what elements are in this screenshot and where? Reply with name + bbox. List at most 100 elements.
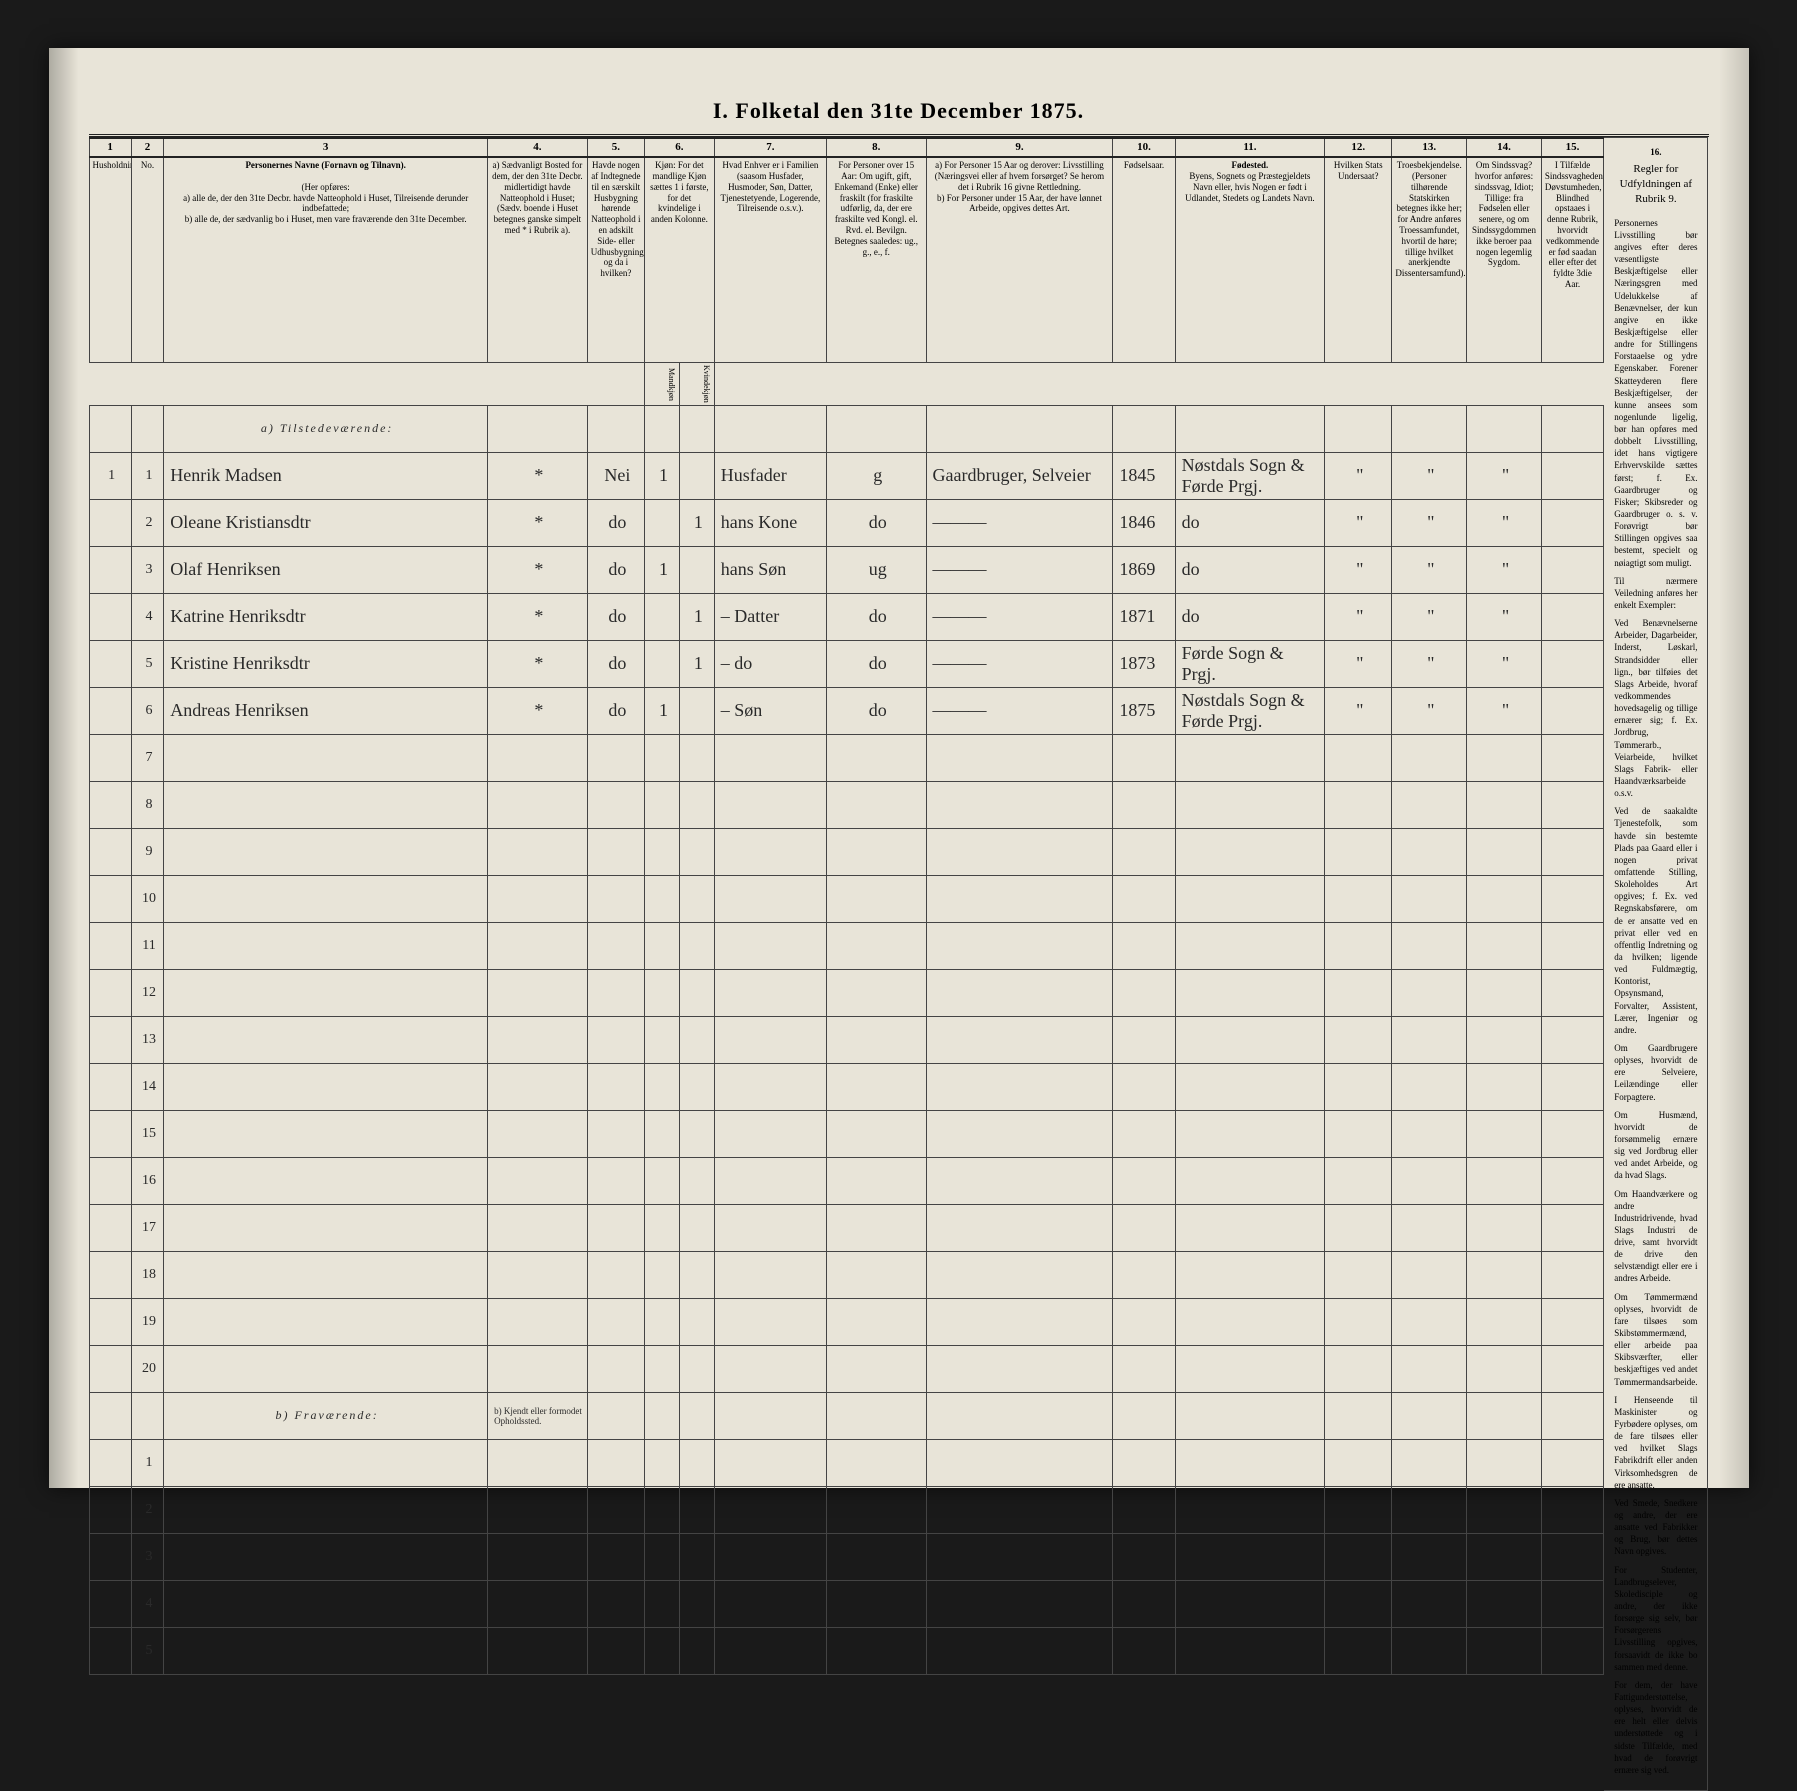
cell [679, 1627, 714, 1674]
cell [1325, 1345, 1392, 1392]
cell [1467, 1251, 1542, 1298]
cell [826, 1486, 926, 1533]
table-row: 2Oleane Kristiansdtr*do1hans Konedo———18… [89, 499, 1604, 546]
cell [89, 640, 131, 687]
cell [1392, 1345, 1467, 1392]
cell: " [1392, 546, 1467, 593]
cell [164, 1110, 488, 1157]
cell [1175, 1204, 1324, 1251]
coln-10: 10. [1113, 138, 1175, 157]
cell: do [587, 499, 644, 546]
cell [1392, 1063, 1467, 1110]
cell [587, 1580, 644, 1627]
cell: 1845 [1113, 452, 1175, 499]
h-7: Hvad Enhver er i Familien (saasom Husfad… [714, 157, 826, 363]
section-a-label: a) Tilstedeværende: [164, 405, 488, 452]
cell [826, 1439, 926, 1486]
cell [926, 1580, 1113, 1627]
cell: * [488, 546, 588, 593]
h-6a: Mandkjøn [645, 363, 680, 406]
cell [1392, 781, 1467, 828]
cell: 12 [131, 969, 163, 1016]
cell [679, 1298, 714, 1345]
table-row: 14 [89, 1063, 1604, 1110]
cell [1541, 734, 1603, 781]
cell [679, 1204, 714, 1251]
cell [826, 1345, 926, 1392]
cell [1467, 1110, 1542, 1157]
cell: 3 [131, 1533, 163, 1580]
table-row: 11 [89, 922, 1604, 969]
cell [826, 781, 926, 828]
cell [714, 1110, 826, 1157]
cell: 2 [131, 499, 163, 546]
cell [89, 922, 131, 969]
cell: do [826, 640, 926, 687]
cell [645, 593, 680, 640]
cell [89, 1533, 131, 1580]
cell [926, 1439, 1113, 1486]
cell: 20 [131, 1345, 163, 1392]
cell [1113, 1486, 1175, 1533]
cell [1541, 1298, 1603, 1345]
cell [164, 734, 488, 781]
cell [1325, 734, 1392, 781]
side-title: Regler for Udfyldningen af Rubrik 9. [1614, 162, 1697, 207]
cell: 1869 [1113, 546, 1175, 593]
cell [679, 1016, 714, 1063]
cell [1541, 781, 1603, 828]
h-2: No. [131, 157, 163, 363]
h-1: Husholdninger. [89, 157, 131, 363]
h-11-title: Fødested. [1232, 160, 1269, 170]
cell [1325, 1580, 1392, 1627]
cell: " [1325, 687, 1392, 734]
cell: do [1175, 499, 1324, 546]
cell [1175, 1627, 1324, 1674]
header-row: Husholdninger. No. Personernes Navne (Fo… [89, 157, 1604, 363]
cell [714, 1627, 826, 1674]
h-12: Hvilken Stats Undersaat? [1325, 157, 1392, 363]
cell: Førde Sogn & Prgj. [1175, 640, 1324, 687]
cell [714, 781, 826, 828]
cell [679, 828, 714, 875]
cell [89, 875, 131, 922]
cell [587, 1627, 644, 1674]
cell [1392, 1580, 1467, 1627]
cell [645, 1345, 680, 1392]
table-row: 4 [89, 1580, 1604, 1627]
cell [89, 546, 131, 593]
cell [1541, 1533, 1603, 1580]
cell [1541, 875, 1603, 922]
cell [1541, 499, 1603, 546]
cell: ——— [926, 687, 1113, 734]
page-title: I. Folketal den 31te December 1875. [89, 98, 1709, 124]
cell: do [587, 546, 644, 593]
cell: – do [714, 640, 826, 687]
cell [89, 1580, 131, 1627]
cell: ——— [926, 640, 1113, 687]
cell [1541, 969, 1603, 1016]
side-para: Om Haandværkere og andre Industridrivend… [1614, 1188, 1697, 1285]
h-3-body: (Her opføres: a) alle de, der den 31te D… [183, 182, 468, 224]
cell [645, 1251, 680, 1298]
cell [89, 687, 131, 734]
table-row: 12 [89, 969, 1604, 1016]
cell [164, 1580, 488, 1627]
cell [1392, 875, 1467, 922]
cell [587, 1439, 644, 1486]
side-para: Ved Smede, Snedkere og andre, der ere an… [1614, 1497, 1697, 1558]
cell: do [826, 593, 926, 640]
cell [1392, 1439, 1467, 1486]
cell [89, 1251, 131, 1298]
cell [826, 922, 926, 969]
cell [587, 1204, 644, 1251]
cell [714, 1016, 826, 1063]
table-wrap: 1 2 3 4. 5. 6. 7. 8. 9. 10. 11. 12. 13. … [89, 137, 1605, 1791]
cell [1113, 1345, 1175, 1392]
h-9: a) For Personer 15 Aar og derover: Livss… [926, 157, 1113, 363]
cell [714, 1063, 826, 1110]
cell [488, 828, 588, 875]
cell: 11 [131, 922, 163, 969]
cell [714, 1157, 826, 1204]
cell [1541, 922, 1603, 969]
